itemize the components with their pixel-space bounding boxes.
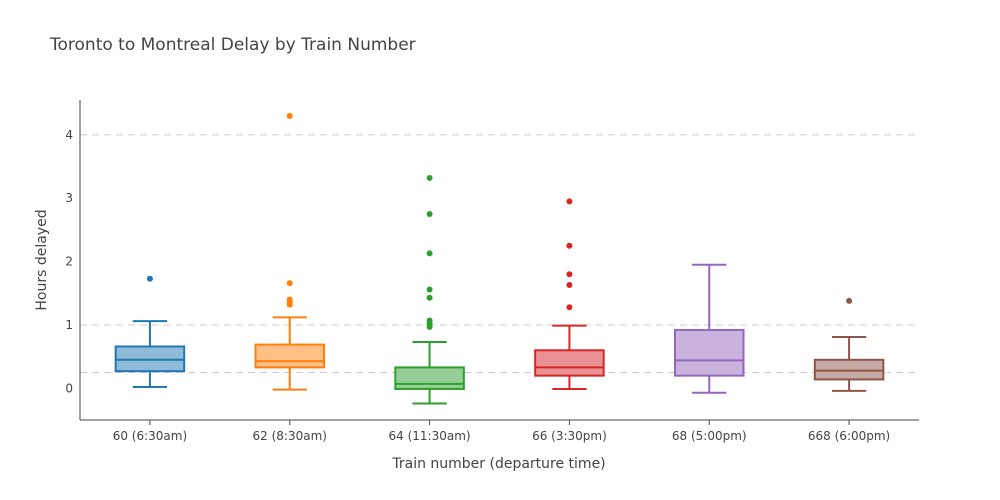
outlier-point [566, 198, 573, 205]
outlier-point [426, 250, 433, 257]
box-6 [813, 297, 885, 392]
y-tick-label: 1 [65, 318, 73, 332]
outlier-point [566, 304, 573, 311]
grid-lines [80, 134, 919, 373]
outlier-point [566, 242, 573, 249]
x-axis-label: Train number (departure time) [391, 456, 605, 472]
outlier-point [846, 297, 853, 304]
chart-title: Toronto to Montreal Delay by Train Numbe… [49, 35, 416, 55]
x-tick-label: 62 (8:30am) [253, 429, 327, 443]
outlier-point [426, 286, 433, 293]
box-4 [534, 198, 605, 390]
boxes [114, 112, 885, 405]
y-tick-label: 0 [65, 381, 73, 395]
outlier-point [426, 174, 433, 181]
outlier-point [286, 280, 293, 287]
outlier-point [566, 282, 573, 289]
x-tick-label: 68 (5:00pm) [672, 429, 747, 443]
y-tick-label: 4 [65, 128, 73, 142]
box-3 [394, 174, 465, 405]
x-tick-label: 668 (6:00pm) [808, 429, 890, 443]
y-axis-label: Hours delayed [34, 209, 50, 310]
x-tick-label: 60 (6:30am) [113, 429, 187, 443]
box-2 [254, 112, 326, 391]
box-iqr [534, 349, 605, 377]
box-iqr [673, 329, 745, 377]
x-tick-label: 66 (3:30pm) [532, 429, 607, 443]
outlier-point [286, 296, 293, 303]
y-tick-label: 3 [65, 191, 73, 205]
outlier-point [566, 271, 573, 278]
box-iqr [254, 343, 326, 369]
outlier-point [146, 275, 153, 282]
outlier-point [286, 112, 293, 119]
box-5 [673, 263, 745, 394]
x-tick-label: 64 (11:30am) [389, 429, 471, 443]
box-1 [114, 275, 186, 389]
outlier-point [426, 317, 433, 324]
outlier-point [426, 294, 433, 301]
y-tick-label: 2 [65, 255, 73, 269]
box-iqr [394, 366, 465, 390]
axes: 0 1 2 3 4 60 (6:30am) 62 (8:30am) 64 (11:30am) 6… [65, 100, 919, 443]
outlier-point [426, 211, 433, 218]
